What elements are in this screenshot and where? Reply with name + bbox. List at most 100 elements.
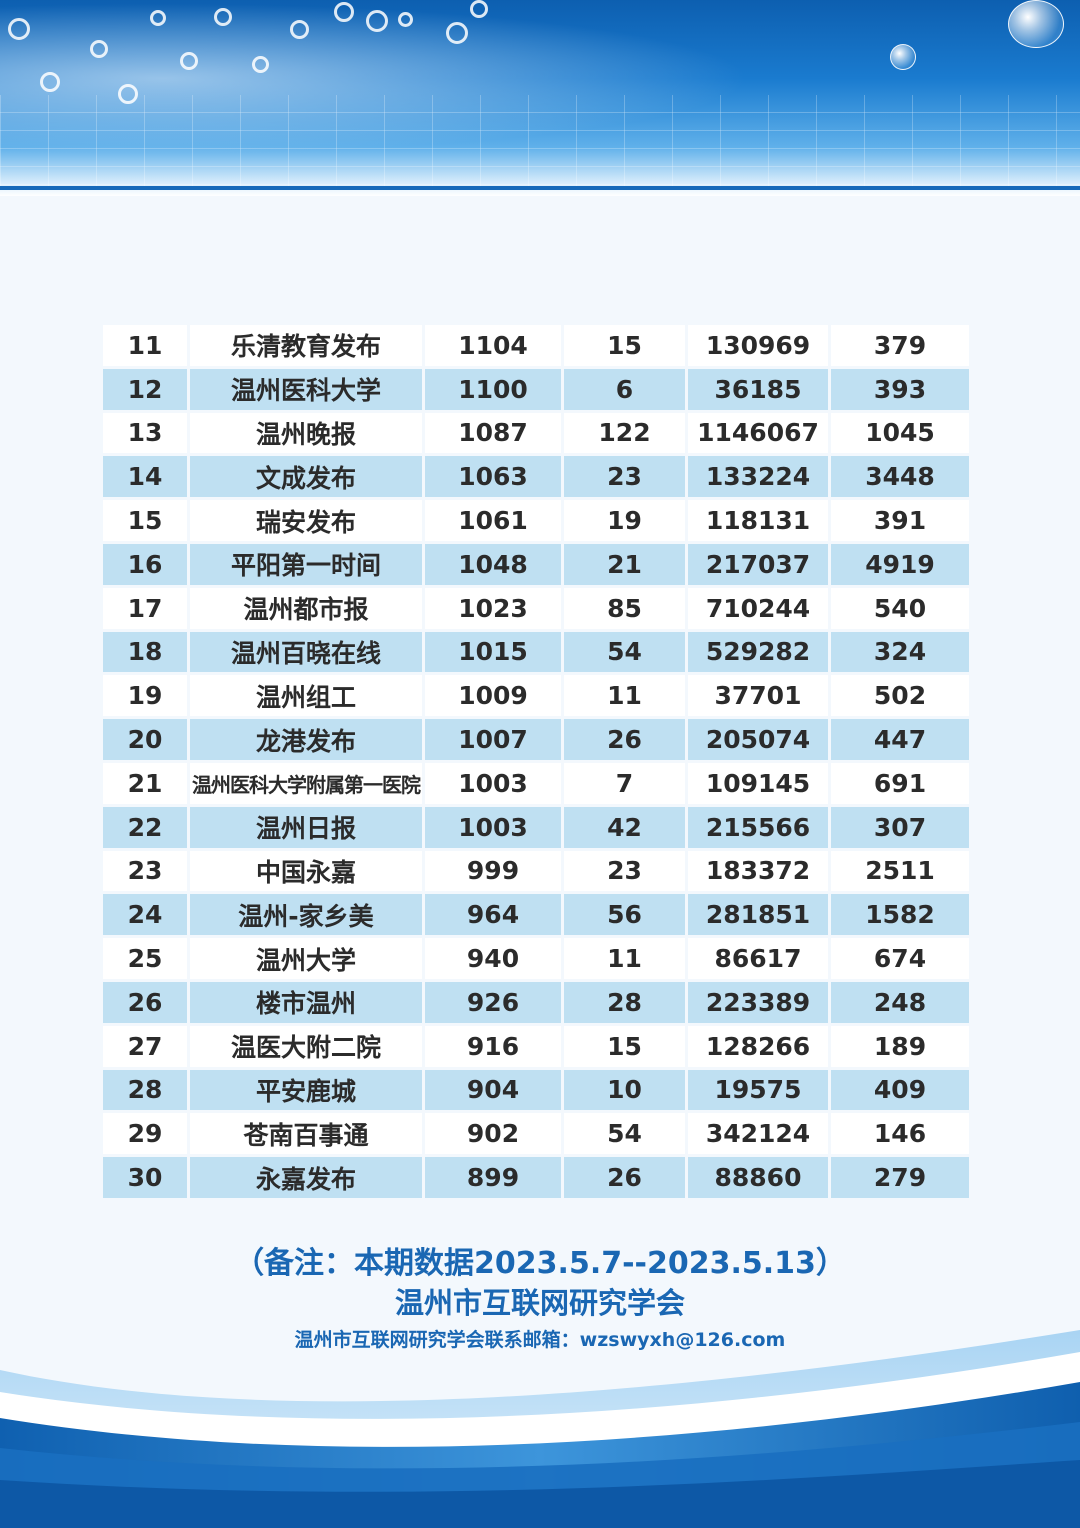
table-cell-rank: 28	[103, 1069, 187, 1111]
cell-text: 中国永嘉	[255, 857, 356, 887]
table-cell-c5: 1582	[831, 894, 969, 936]
table-cell-c5: 1045	[831, 412, 969, 454]
cell-text: 26	[127, 987, 163, 1017]
cell-text: 10	[607, 1075, 642, 1105]
table-row: 20 龙港发布 1007 26 205074 447	[103, 719, 969, 760]
table-cell-c3: 54	[564, 631, 685, 673]
cell-text: 永嘉发布	[255, 1164, 356, 1194]
table-cell-name: 温州组工	[190, 675, 422, 717]
table-cell-c4: 205074	[688, 719, 828, 760]
cell-text: 502	[873, 681, 927, 711]
cell-text: 23	[607, 462, 642, 492]
cell-text: 7	[615, 768, 634, 798]
table-cell-c3: 56	[564, 894, 685, 936]
organization-name: 温州市互联网研究学会	[394, 1286, 685, 1320]
cell-text: 温州组工	[255, 682, 356, 712]
cell-text: 1146067	[697, 418, 819, 448]
table-row: 29 苍南百事通 902 54 342124 146	[103, 1113, 969, 1155]
cell-text: 19	[127, 681, 163, 711]
table-row: 23 中国永嘉 999 23 183372 2511	[103, 850, 969, 892]
cell-text: 281851	[705, 900, 811, 930]
cell-text: 16	[127, 549, 163, 579]
table-row: 25 温州大学 940 11 86617 674	[103, 938, 969, 979]
bubble-decoration	[90, 40, 108, 58]
table-cell-c3: 54	[564, 1113, 685, 1155]
table-cell-rank: 17	[103, 587, 187, 629]
cell-text: 温州大学	[255, 945, 356, 975]
cell-text: 19575	[714, 1075, 802, 1105]
table-cell-c4: 223389	[688, 981, 828, 1023]
table-cell-c2: 899	[425, 1157, 561, 1198]
cell-text: 1015	[458, 637, 528, 667]
header-banner	[0, 0, 1080, 196]
table-cell-c5: 3448	[831, 456, 969, 498]
cell-text: 12	[127, 374, 163, 404]
cell-text: 279	[873, 1163, 927, 1193]
table-cell-c2: 999	[425, 850, 561, 892]
table-cell-name: 龙港发布	[190, 719, 422, 760]
table-cell-name: 温州-家乡美	[190, 894, 422, 936]
table-cell-name: 苍南百事通	[190, 1113, 422, 1155]
cell-text: 85	[607, 593, 642, 623]
cell-text: 189	[873, 1031, 927, 1061]
cell-text: 4919	[865, 549, 935, 579]
bubble-decoration	[470, 0, 488, 18]
cell-text: 902	[466, 1119, 520, 1149]
table-cell-c5: 4919	[831, 543, 969, 585]
cell-text: 964	[466, 900, 520, 930]
bubble-decoration	[8, 18, 30, 40]
table-cell-name: 温州晚报	[190, 412, 422, 454]
table-cell-name: 平阳第一时间	[190, 543, 422, 585]
table-cell-rank: 11	[103, 325, 187, 366]
cell-text: 11	[607, 944, 642, 974]
cell-text: 691	[873, 768, 927, 798]
table-cell-c5: 502	[831, 675, 969, 717]
cell-text: 133224	[705, 462, 811, 492]
table-cell-c2: 1009	[425, 675, 561, 717]
table-cell-name: 温州都市报	[190, 587, 422, 629]
table-cell-c5: 307	[831, 806, 969, 848]
cell-text: 14	[127, 462, 163, 492]
cell-text: 26	[607, 1163, 642, 1193]
cell-text: 20	[127, 725, 163, 755]
cell-text: 86617	[714, 944, 802, 974]
table-cell-c2: 1048	[425, 543, 561, 585]
table-cell-c3: 19	[564, 500, 685, 541]
table-row: 13 温州晚报 1087 122 1146067 1045	[103, 412, 969, 454]
table-cell-c5: 189	[831, 1025, 969, 1067]
table-cell-rank: 29	[103, 1113, 187, 1155]
table-cell-c2: 1003	[425, 762, 561, 804]
cell-text: 龙港发布	[255, 726, 356, 756]
table-cell-c3: 7	[564, 762, 685, 804]
cell-text: 710244	[705, 593, 811, 623]
cell-text: 15	[607, 330, 642, 360]
table-cell-c4: 36185	[688, 368, 828, 410]
cell-text: 温州医科大学	[230, 376, 381, 406]
table-cell-name: 乐清教育发布	[190, 325, 422, 366]
cell-text: 183372	[705, 856, 811, 886]
cell-text: 平安鹿城	[255, 1076, 356, 1106]
cell-text: 128266	[705, 1031, 811, 1061]
bubble-decoration	[214, 8, 232, 26]
bubble-decoration	[446, 22, 468, 44]
table-cell-name: 平安鹿城	[190, 1069, 422, 1111]
cell-text: 205074	[705, 725, 811, 755]
table-cell-name: 永嘉发布	[190, 1157, 422, 1198]
table-cell-c4: 183372	[688, 850, 828, 892]
table-cell-c2: 916	[425, 1025, 561, 1067]
table-row: 12 温州医科大学 1100 6 36185 393	[103, 368, 969, 410]
table-row: 26 楼市温州 926 28 223389 248	[103, 981, 969, 1023]
table-cell-c5: 324	[831, 631, 969, 673]
cell-text: 温州晚报	[255, 419, 356, 449]
cell-text: 54	[607, 1119, 642, 1149]
table-cell-c4: 88860	[688, 1157, 828, 1198]
cell-text: 37701	[714, 681, 802, 711]
cell-text: 130969	[705, 330, 811, 360]
cell-text: 146	[873, 1119, 927, 1149]
table-cell-rank: 27	[103, 1025, 187, 1067]
table-cell-c4: 86617	[688, 938, 828, 979]
cell-text: 118131	[705, 506, 811, 536]
table-cell-rank: 21	[103, 762, 187, 804]
cell-text: 916	[466, 1031, 520, 1061]
table-cell-name: 温州医科大学附属第一医院	[190, 762, 422, 804]
